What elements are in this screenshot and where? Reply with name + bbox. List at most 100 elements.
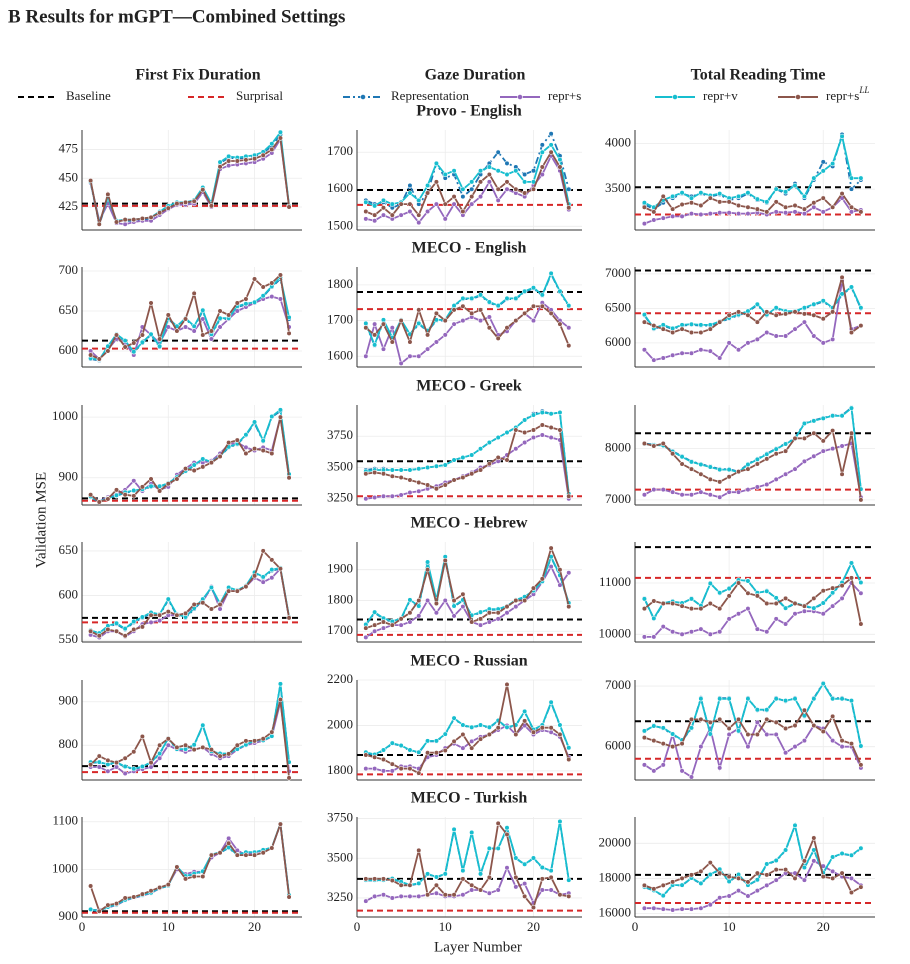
y-tick-label: 16000 <box>599 904 632 919</box>
point <box>726 489 732 495</box>
y-tick-label: 3250 <box>327 490 353 505</box>
point <box>830 585 836 591</box>
point <box>539 292 545 298</box>
point <box>105 757 111 764</box>
point <box>717 895 723 901</box>
point <box>764 329 770 336</box>
point <box>848 430 855 436</box>
point <box>782 867 789 873</box>
point <box>363 320 369 327</box>
point <box>260 447 266 454</box>
point <box>839 850 845 857</box>
point <box>679 326 685 332</box>
y-tick-label: 475 <box>59 141 79 156</box>
point <box>504 457 510 463</box>
point <box>792 309 798 315</box>
point <box>764 629 770 635</box>
point <box>495 610 501 616</box>
series-line <box>90 823 290 913</box>
point <box>726 893 732 899</box>
point <box>698 211 704 218</box>
point <box>513 855 519 861</box>
point <box>811 595 817 602</box>
point <box>451 194 457 200</box>
point <box>504 681 510 688</box>
point <box>243 738 249 744</box>
point <box>754 484 760 490</box>
point <box>165 609 171 615</box>
point <box>286 775 292 781</box>
point <box>566 493 572 499</box>
point <box>679 213 685 219</box>
point <box>522 190 528 196</box>
point <box>96 753 102 759</box>
series-line <box>90 416 290 504</box>
point <box>380 321 387 327</box>
point <box>451 477 457 483</box>
point <box>416 770 422 776</box>
y-tick-label: 650 <box>59 542 79 557</box>
point <box>486 845 492 852</box>
point <box>460 295 466 302</box>
point <box>830 868 836 874</box>
point <box>433 201 440 207</box>
point <box>717 199 723 205</box>
point <box>96 356 102 362</box>
point <box>548 434 554 441</box>
point <box>165 481 171 487</box>
point <box>522 439 528 446</box>
point <box>442 557 448 564</box>
point <box>148 331 154 337</box>
point <box>416 320 422 327</box>
point <box>424 738 431 744</box>
point <box>773 199 779 205</box>
point <box>372 332 378 338</box>
point <box>389 325 395 331</box>
point <box>670 193 676 199</box>
point <box>698 744 704 750</box>
point <box>372 203 378 209</box>
row-title: MECO - English <box>412 240 527 257</box>
point <box>157 343 163 349</box>
point <box>208 606 215 612</box>
point <box>792 209 798 215</box>
point <box>522 597 528 604</box>
point <box>139 215 145 222</box>
point <box>363 216 369 222</box>
point <box>486 610 492 616</box>
point <box>251 156 258 162</box>
point <box>670 489 676 495</box>
point <box>858 579 864 586</box>
point <box>442 201 448 207</box>
point <box>698 347 704 353</box>
point <box>688 596 695 602</box>
point <box>416 749 422 755</box>
point <box>372 628 378 634</box>
point <box>830 204 836 210</box>
point <box>380 756 387 763</box>
point <box>251 738 258 744</box>
point <box>424 208 431 215</box>
point <box>688 195 695 201</box>
point <box>460 722 466 728</box>
point <box>226 153 232 160</box>
point <box>433 738 440 744</box>
point <box>504 865 510 871</box>
point <box>504 179 510 185</box>
series-line <box>90 549 290 637</box>
point <box>651 487 657 493</box>
column-title: Total Reading Time <box>691 67 826 84</box>
point <box>486 325 492 331</box>
point <box>495 149 501 155</box>
point <box>504 831 510 838</box>
point <box>754 593 760 599</box>
point <box>698 716 704 722</box>
point <box>698 471 704 477</box>
point <box>208 203 215 209</box>
point <box>513 295 519 302</box>
point <box>717 210 723 216</box>
point <box>548 868 554 874</box>
point <box>651 598 657 604</box>
point <box>460 454 466 461</box>
point <box>416 307 422 313</box>
